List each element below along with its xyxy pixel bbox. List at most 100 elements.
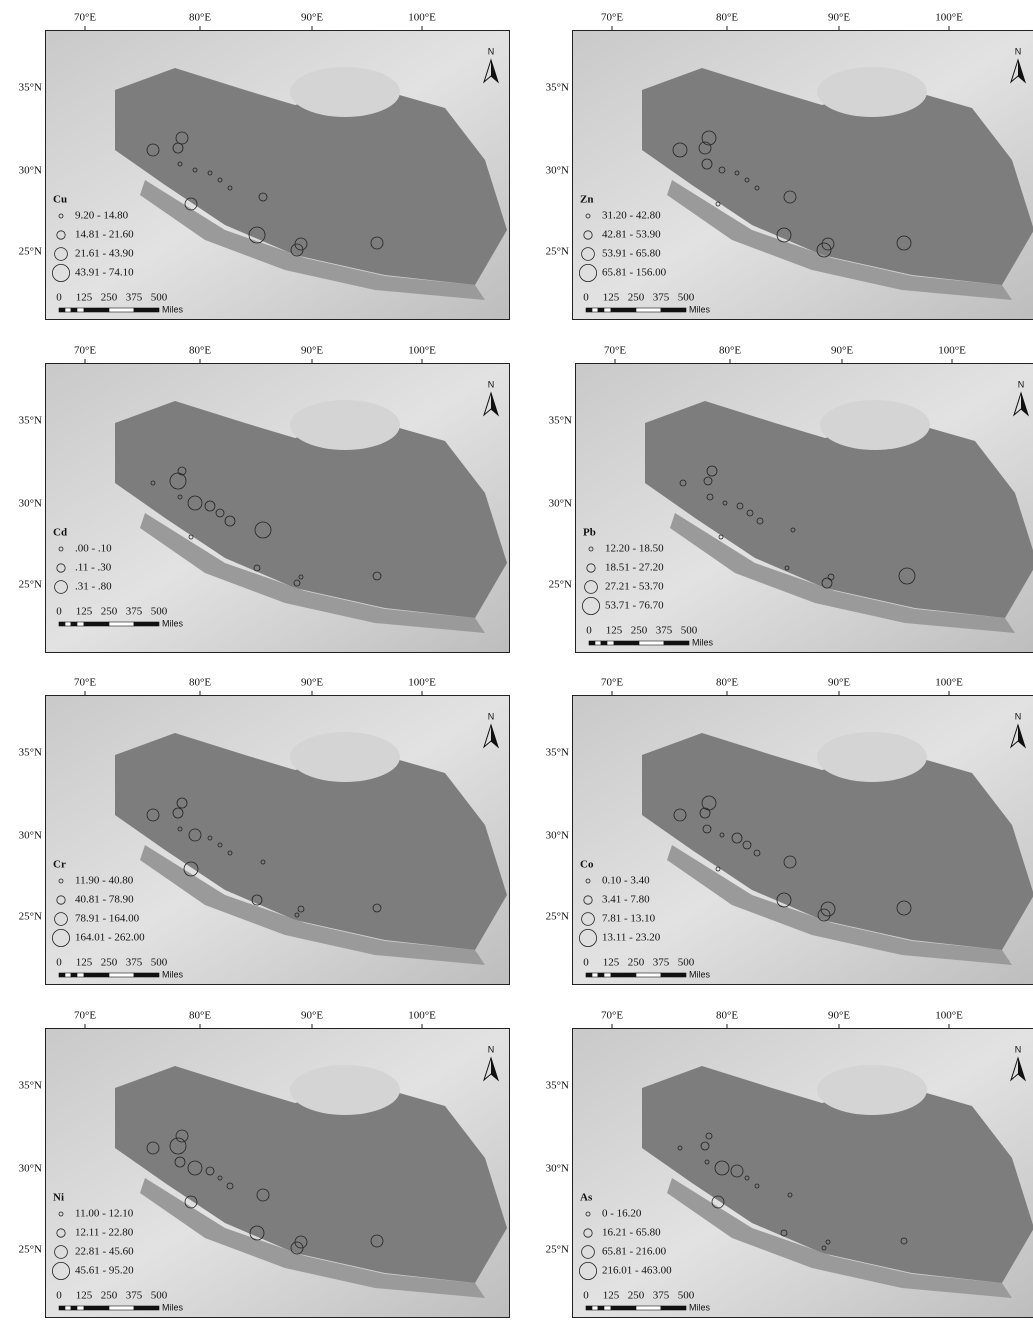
longitude-label: 70°E [604,345,626,357]
longitude-label: 90°E [301,345,323,357]
scale-segment [59,973,65,977]
legend-label: 12.20 - 18.50 [605,543,664,555]
scale-segment [592,973,598,977]
scale-label: 250 [628,957,645,969]
scale-unit: Miles [689,304,711,314]
legend-title: Cr [53,859,66,871]
north-label: N [1018,379,1025,389]
scale-segment [59,308,65,312]
basin [290,1065,400,1115]
scale-label: 0 [586,625,592,637]
scale-label: 125 [76,1290,93,1302]
scale-label: 375 [126,957,143,969]
basin [290,732,400,782]
scale-label: 500 [151,606,168,618]
latitude-label: 25°N [19,911,42,923]
scale-unit: Miles [162,304,184,314]
longitude-label: 100°E [408,12,436,24]
scale-segment [109,622,134,626]
scale-segment [109,973,134,977]
longitude-label: 90°E [301,1010,323,1022]
scale-segment [589,641,595,645]
scale-segment [134,308,159,312]
legend-label: 14.81 - 21.60 [75,229,134,241]
legend-label: 65.81 - 216.00 [602,1246,667,1258]
north-label: N [488,46,495,56]
scale-segment [614,641,639,645]
scale-label: 250 [101,606,118,618]
scale-segment [604,973,611,977]
scale-label: 375 [126,606,143,618]
longitude-label: 100°E [408,1010,436,1022]
scale-segment [611,1306,636,1310]
longitude-label: 70°E [74,12,96,24]
latitude-label: 25°N [546,911,569,923]
scale-label: 375 [126,292,143,304]
scale-segment [84,308,109,312]
latitude-label: 35°N [19,82,42,94]
latitude-label: 35°N [546,82,569,94]
basin [290,67,400,117]
scale-label: 375 [656,625,673,637]
scale-label: 0 [56,1290,62,1302]
scale-segment [639,641,664,645]
latitude-label: 35°N [546,1080,569,1092]
scale-segment [604,308,611,312]
scale-label: 125 [76,292,93,304]
legend-title: As [580,1192,593,1204]
north-label: N [1015,46,1022,56]
scale-label: 0 [56,606,62,618]
scale-unit: Miles [162,618,184,628]
scale-segment [661,973,686,977]
legend-label: 21.61 - 43.90 [75,248,134,260]
scale-segment [598,973,604,977]
scale-segment [601,641,607,645]
scale-segment [664,641,689,645]
legend-label: .11 - .30 [75,562,112,574]
legend-label: 13.11 - 23.20 [602,932,661,944]
latitude-label: 30°N [19,1163,42,1175]
legend-label: 45.61 - 95.20 [75,1265,134,1277]
north-label: N [1015,1044,1022,1054]
scale-segment [604,1306,611,1310]
scale-unit: Miles [689,1302,711,1312]
scale-segment [586,1306,592,1310]
scale-segment [77,1306,84,1310]
latitude-label: 35°N [549,415,572,427]
figure: 70°E80°E90°E100°E35°N30°N25°NNCu9.20 - 1… [0,0,1033,1321]
north-label: N [488,711,495,721]
longitude-label: 80°E [189,345,211,357]
longitude-label: 100°E [408,345,436,357]
scale-segment [84,1306,109,1310]
scale-segment [134,1306,159,1310]
legend-label: 11.90 - 40.80 [75,875,134,887]
scale-segment [595,641,601,645]
north-label: N [488,1044,495,1054]
scale-segment [661,1306,686,1310]
longitude-label: 70°E [74,677,96,689]
legend-label: .00 - .10 [75,543,112,555]
scale-segment [65,622,71,626]
legend-label: 42.81 - 53.90 [602,229,661,241]
scale-segment [592,1306,598,1310]
legend-label: 65.81 - 156.00 [602,267,667,279]
scale-unit: Miles [692,637,714,647]
legend-label: 31.20 - 42.80 [602,210,661,222]
scale-segment [134,622,159,626]
latitude-label: 25°N [546,1244,569,1256]
scale-segment [607,641,614,645]
map-panel: 70°E80°E90°E100°E35°N30°N25°NNNi11.00 - … [19,1010,510,1318]
scale-label: 250 [628,292,645,304]
basin [817,1065,927,1115]
scale-segment [65,1306,71,1310]
scale-label: 0 [583,1290,589,1302]
scale-segment [592,308,598,312]
scale-segment [71,308,77,312]
longitude-label: 80°E [189,677,211,689]
scale-unit: Miles [689,969,711,979]
legend-label: 53.71 - 76.70 [605,600,664,612]
scale-segment [134,973,159,977]
legend-label: 9.20 - 14.80 [75,210,129,222]
longitude-label: 80°E [189,12,211,24]
basin [817,67,927,117]
